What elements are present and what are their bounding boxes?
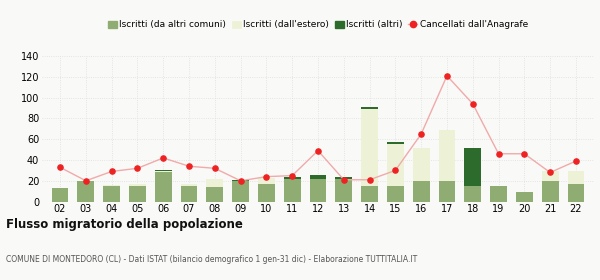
Bar [258, 178, 275, 184]
Bar [155, 172, 172, 202]
Bar [361, 186, 378, 202]
Bar [232, 180, 249, 181]
Point [81, 179, 91, 183]
Point [520, 151, 529, 156]
Point [571, 159, 581, 163]
Bar [568, 184, 584, 202]
Bar [387, 142, 404, 144]
Point [158, 156, 168, 160]
Bar [310, 174, 326, 179]
Bar [568, 171, 584, 184]
Point [55, 165, 65, 169]
Bar [413, 148, 430, 181]
Bar [516, 192, 533, 202]
Bar [206, 187, 223, 202]
Point [287, 173, 297, 178]
Bar [439, 130, 455, 181]
Bar [181, 184, 197, 186]
Point [391, 168, 400, 173]
Bar [490, 186, 507, 202]
Bar [52, 188, 68, 202]
Point [468, 102, 478, 106]
Bar [232, 181, 249, 202]
Text: COMUNE DI MONTEDORO (CL) - Dati ISTAT (bilancio demografico 1 gen-31 dic) - Elab: COMUNE DI MONTEDORO (CL) - Dati ISTAT (b… [6, 255, 417, 264]
Bar [464, 186, 481, 202]
Point [262, 174, 271, 179]
Bar [439, 181, 455, 202]
Bar [387, 186, 404, 202]
Point [442, 74, 452, 78]
Bar [103, 186, 120, 202]
Bar [181, 186, 197, 202]
Point [184, 164, 194, 169]
Bar [129, 184, 146, 186]
Bar [387, 144, 404, 186]
Bar [129, 186, 146, 202]
Point [107, 169, 116, 174]
Bar [542, 181, 559, 202]
Point [494, 151, 503, 156]
Bar [155, 171, 172, 172]
Bar [284, 179, 301, 202]
Point [365, 178, 374, 182]
Bar [335, 179, 352, 202]
Bar [542, 171, 559, 181]
Bar [413, 181, 430, 202]
Bar [464, 148, 481, 186]
Bar [103, 185, 120, 186]
Point [416, 132, 426, 136]
Point [210, 166, 220, 171]
Bar [77, 181, 94, 202]
Point [545, 170, 555, 175]
Bar [258, 184, 275, 202]
Point [339, 178, 349, 182]
Bar [310, 179, 326, 202]
Point [236, 179, 245, 183]
Bar [335, 177, 352, 179]
Bar [361, 109, 378, 186]
Point [313, 148, 323, 153]
Bar [284, 177, 301, 179]
Legend: Iscritti (da altri comuni), Iscritti (dall'estero), Iscritti (altri), Cancellati: Iscritti (da altri comuni), Iscritti (da… [104, 17, 532, 33]
Bar [206, 179, 223, 187]
Point [133, 166, 142, 171]
Text: Flusso migratorio della popolazione: Flusso migratorio della popolazione [6, 218, 243, 231]
Bar [361, 107, 378, 109]
